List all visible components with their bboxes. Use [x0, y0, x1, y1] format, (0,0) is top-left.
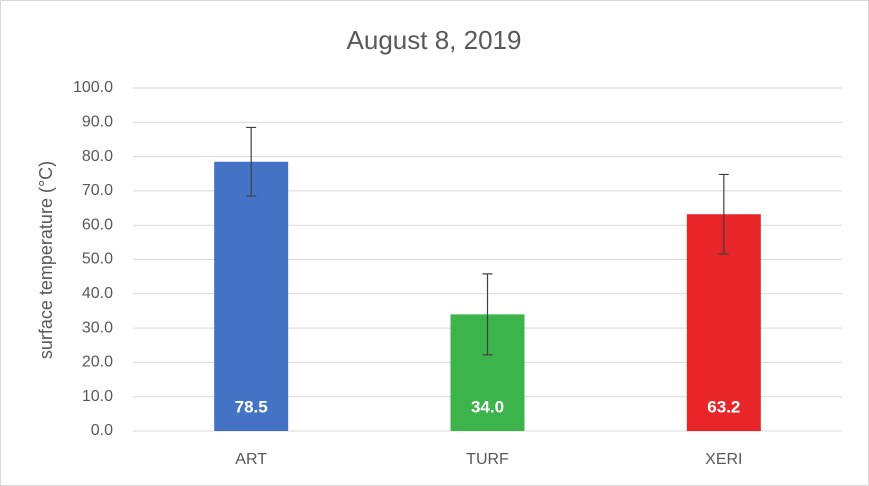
y-tick-label: 80.0 [82, 148, 113, 165]
y-tick-label: 90.0 [82, 114, 113, 131]
y-tick-label: 20.0 [82, 354, 113, 371]
y-tick-label: 50.0 [82, 251, 113, 268]
bar [214, 161, 289, 431]
y-tick-label: 40.0 [82, 285, 113, 302]
y-tick-label: 60.0 [82, 216, 113, 233]
y-tick-label: 10.0 [82, 388, 113, 405]
x-tick-label: XERI [705, 451, 742, 468]
y-tick-label: 0.0 [91, 422, 113, 439]
error-bar [246, 126, 257, 197]
chart-title: August 8, 2019 [347, 25, 522, 55]
x-tick-label: TURF [466, 451, 509, 468]
value-label: 34.0 [471, 397, 504, 416]
error-bar [482, 273, 493, 356]
y-tick-label: 70.0 [82, 182, 113, 199]
y-tick-label: 30.0 [82, 319, 113, 336]
x-tick-label: ART [235, 451, 267, 468]
y-tick-label: 100.0 [73, 79, 113, 96]
value-label: 63.2 [707, 397, 740, 416]
error-bar [718, 173, 729, 255]
y-axis-label: surface temperature (°C) [36, 161, 56, 359]
value-label: 78.5 [235, 397, 268, 416]
